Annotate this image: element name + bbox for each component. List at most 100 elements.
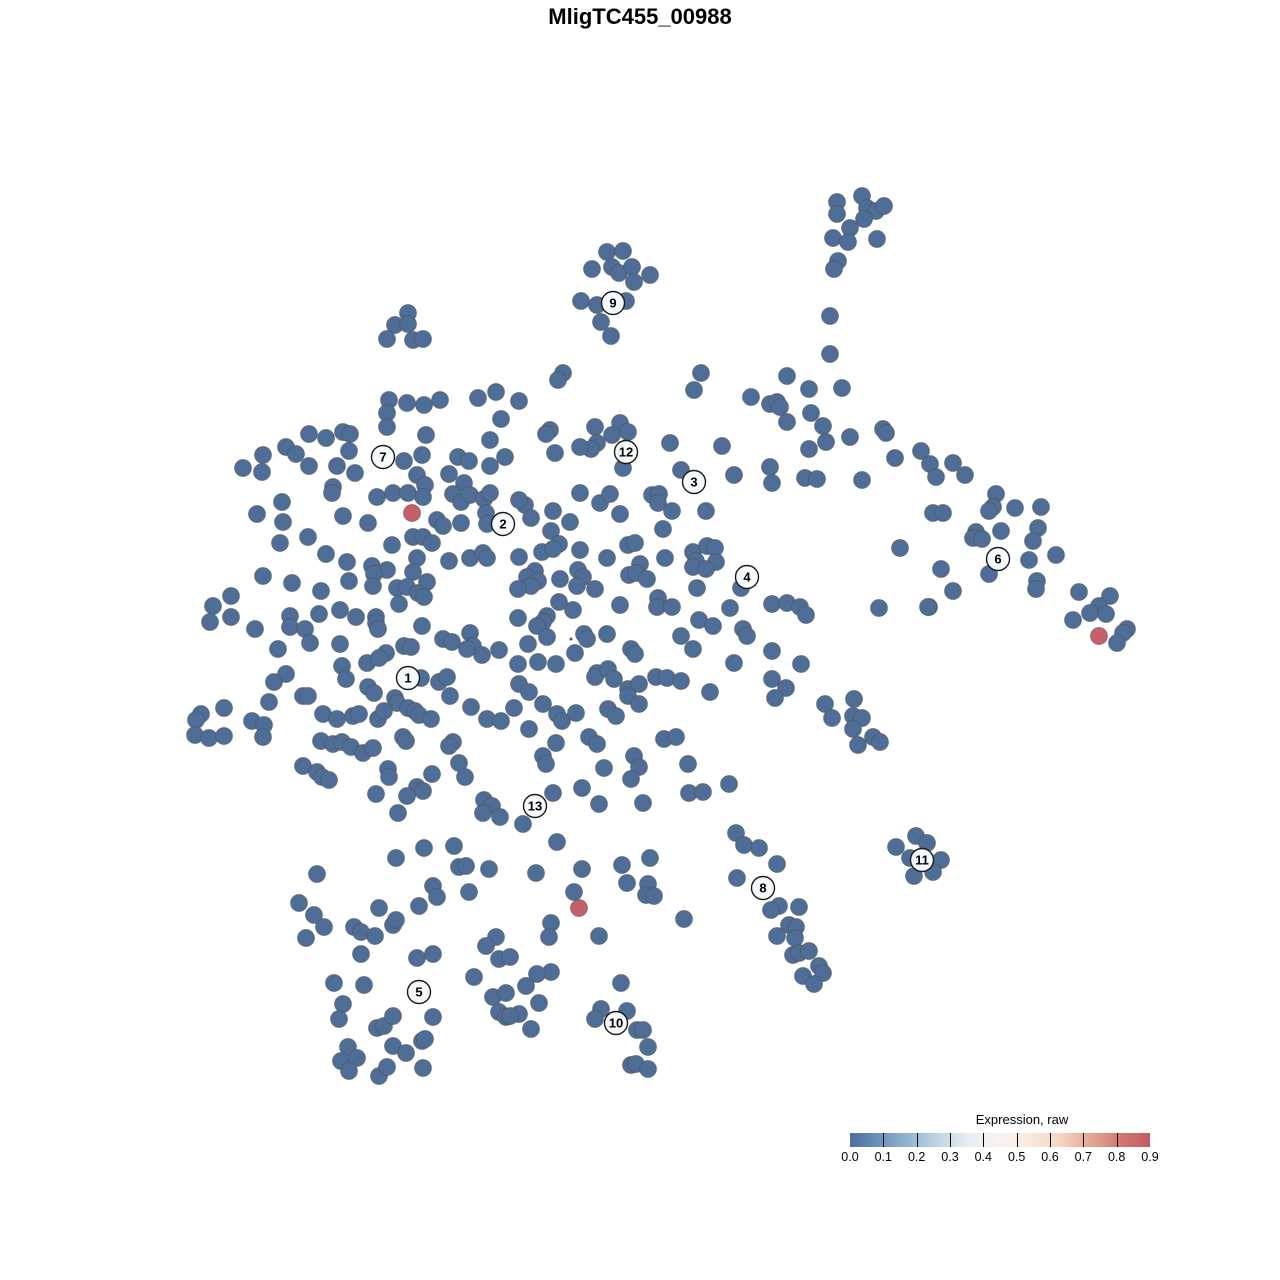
cell-low-expression-point bbox=[763, 642, 781, 660]
cell-low-expression-point bbox=[399, 484, 417, 502]
legend-tick bbox=[1050, 1133, 1051, 1147]
cell-low-expression-point bbox=[870, 599, 888, 617]
cell-low-expression-point bbox=[350, 705, 368, 723]
cell-low-expression-point bbox=[763, 670, 781, 688]
cell-low-expression-point bbox=[738, 627, 756, 645]
cell-low-expression-point bbox=[546, 444, 564, 462]
cell-low-expression-point bbox=[201, 613, 219, 631]
cell-low-expression-point bbox=[414, 330, 432, 348]
legend-title: Expression, raw bbox=[975, 1112, 1069, 1127]
cell-low-expression-point bbox=[845, 690, 863, 708]
cell-low-expression-point bbox=[274, 513, 292, 531]
cell-low-expression-point bbox=[688, 579, 706, 597]
cell-low-expression-point bbox=[549, 371, 567, 389]
cell-low-expression-point bbox=[519, 635, 537, 653]
cell-low-expression-point bbox=[586, 1010, 604, 1028]
cell-low-expression-point bbox=[656, 549, 674, 567]
cell-low-expression-point bbox=[825, 260, 843, 278]
cell-low-expression-point bbox=[598, 625, 616, 643]
cell-low-expression-point bbox=[477, 937, 495, 955]
cell-low-expression-point bbox=[802, 404, 820, 422]
cell-low-expression-point bbox=[697, 502, 715, 520]
cell-low-expression-point bbox=[547, 655, 565, 673]
cell-low-expression-point bbox=[413, 446, 431, 464]
cell-low-expression-point bbox=[338, 553, 356, 571]
cell-low-expression-point bbox=[200, 729, 218, 747]
cell-low-expression-point bbox=[380, 768, 398, 786]
cluster-label-circle-3 bbox=[681, 469, 707, 495]
cell-low-expression-point bbox=[375, 702, 393, 720]
cell-low-expression-point bbox=[331, 635, 349, 653]
cell-low-expression-point bbox=[821, 307, 839, 325]
cell-low-expression-point bbox=[457, 857, 475, 875]
legend-tick-label: 0.3 bbox=[941, 1150, 959, 1164]
cell-low-expression-point bbox=[694, 783, 712, 801]
cell-low-expression-point bbox=[408, 949, 426, 967]
cell-low-expression-point bbox=[416, 1030, 434, 1048]
cell-low-expression-point bbox=[501, 1007, 519, 1025]
cell-low-expression-point bbox=[281, 618, 299, 636]
cell-low-expression-point bbox=[537, 755, 555, 773]
cluster-label-circle-7 bbox=[370, 444, 396, 470]
legend-colorbar bbox=[850, 1133, 1150, 1147]
cluster-label-text-6: 6 bbox=[994, 552, 1001, 567]
cell-low-expression-point bbox=[800, 440, 818, 458]
cell-low-expression-point bbox=[299, 528, 317, 546]
cell-low-expression-point bbox=[849, 736, 867, 754]
cell-low-expression-point bbox=[323, 484, 341, 502]
cluster-label-circle-4 bbox=[734, 564, 760, 590]
cluster-label-circle-5 bbox=[406, 979, 432, 1005]
cell-low-expression-point bbox=[855, 210, 873, 228]
cell-low-expression-point bbox=[431, 391, 449, 409]
cell-low-expression-point bbox=[586, 418, 604, 436]
cell-low-expression-point bbox=[605, 670, 623, 688]
cell-low-expression-point bbox=[586, 580, 604, 598]
cell-low-expression-point bbox=[1108, 634, 1126, 652]
cell-low-expression-point bbox=[481, 484, 499, 502]
legend-tick-label: 0.0 bbox=[841, 1150, 859, 1164]
cell-low-expression-point bbox=[548, 833, 566, 851]
cell-low-expression-point bbox=[1070, 583, 1088, 601]
cell-low-expression-point bbox=[586, 668, 604, 686]
cell-low-expression-point bbox=[692, 364, 710, 382]
cell-low-expression-point bbox=[877, 424, 895, 442]
cell-low-expression-point bbox=[973, 530, 991, 548]
cell-low-expression-point bbox=[509, 580, 527, 598]
cell-low-expression-point bbox=[410, 897, 428, 915]
cell-low-expression-point bbox=[571, 438, 589, 456]
cell-low-expression-point bbox=[672, 627, 690, 645]
cell-low-expression-point bbox=[919, 598, 937, 616]
cell-low-expression-point bbox=[634, 1021, 652, 1039]
cell-low-expression-point bbox=[786, 929, 804, 947]
cluster-label-text-11: 11 bbox=[915, 853, 929, 868]
cell-low-expression-point bbox=[634, 794, 652, 812]
cell-low-expression-point bbox=[290, 894, 308, 912]
cell-low-expression-point bbox=[334, 995, 352, 1013]
cell-low-expression-point bbox=[355, 976, 373, 994]
cell-low-expression-point bbox=[641, 849, 659, 867]
cell-low-expression-point bbox=[346, 464, 364, 482]
cluster-label-text-1: 1 bbox=[404, 671, 411, 686]
cell-low-expression-point bbox=[762, 901, 780, 919]
cell-high-expression-point bbox=[570, 899, 588, 917]
cell-low-expression-point bbox=[505, 699, 523, 717]
cell-low-expression-point bbox=[413, 617, 431, 635]
cell-low-expression-point bbox=[622, 770, 640, 788]
cell-low-expression-point bbox=[547, 734, 565, 752]
cell-low-expression-point bbox=[462, 698, 480, 716]
legend-tick bbox=[1016, 1133, 1018, 1147]
cell-low-expression-point bbox=[808, 470, 826, 488]
cell-low-expression-point bbox=[428, 888, 446, 906]
cell-low-expression-point bbox=[415, 396, 433, 414]
cell-low-expression-point bbox=[458, 640, 476, 658]
cell-low-expression-point bbox=[590, 927, 608, 945]
cell-low-expression-point bbox=[465, 968, 483, 986]
cell-low-expression-point bbox=[340, 1062, 358, 1080]
cell-high-expression-point bbox=[1090, 627, 1108, 645]
cell-low-expression-point bbox=[222, 587, 240, 605]
cell-low-expression-point bbox=[397, 732, 415, 750]
cell-low-expression-point bbox=[725, 654, 743, 672]
cell-low-expression-point bbox=[387, 911, 405, 929]
cell-low-expression-point bbox=[254, 567, 272, 585]
